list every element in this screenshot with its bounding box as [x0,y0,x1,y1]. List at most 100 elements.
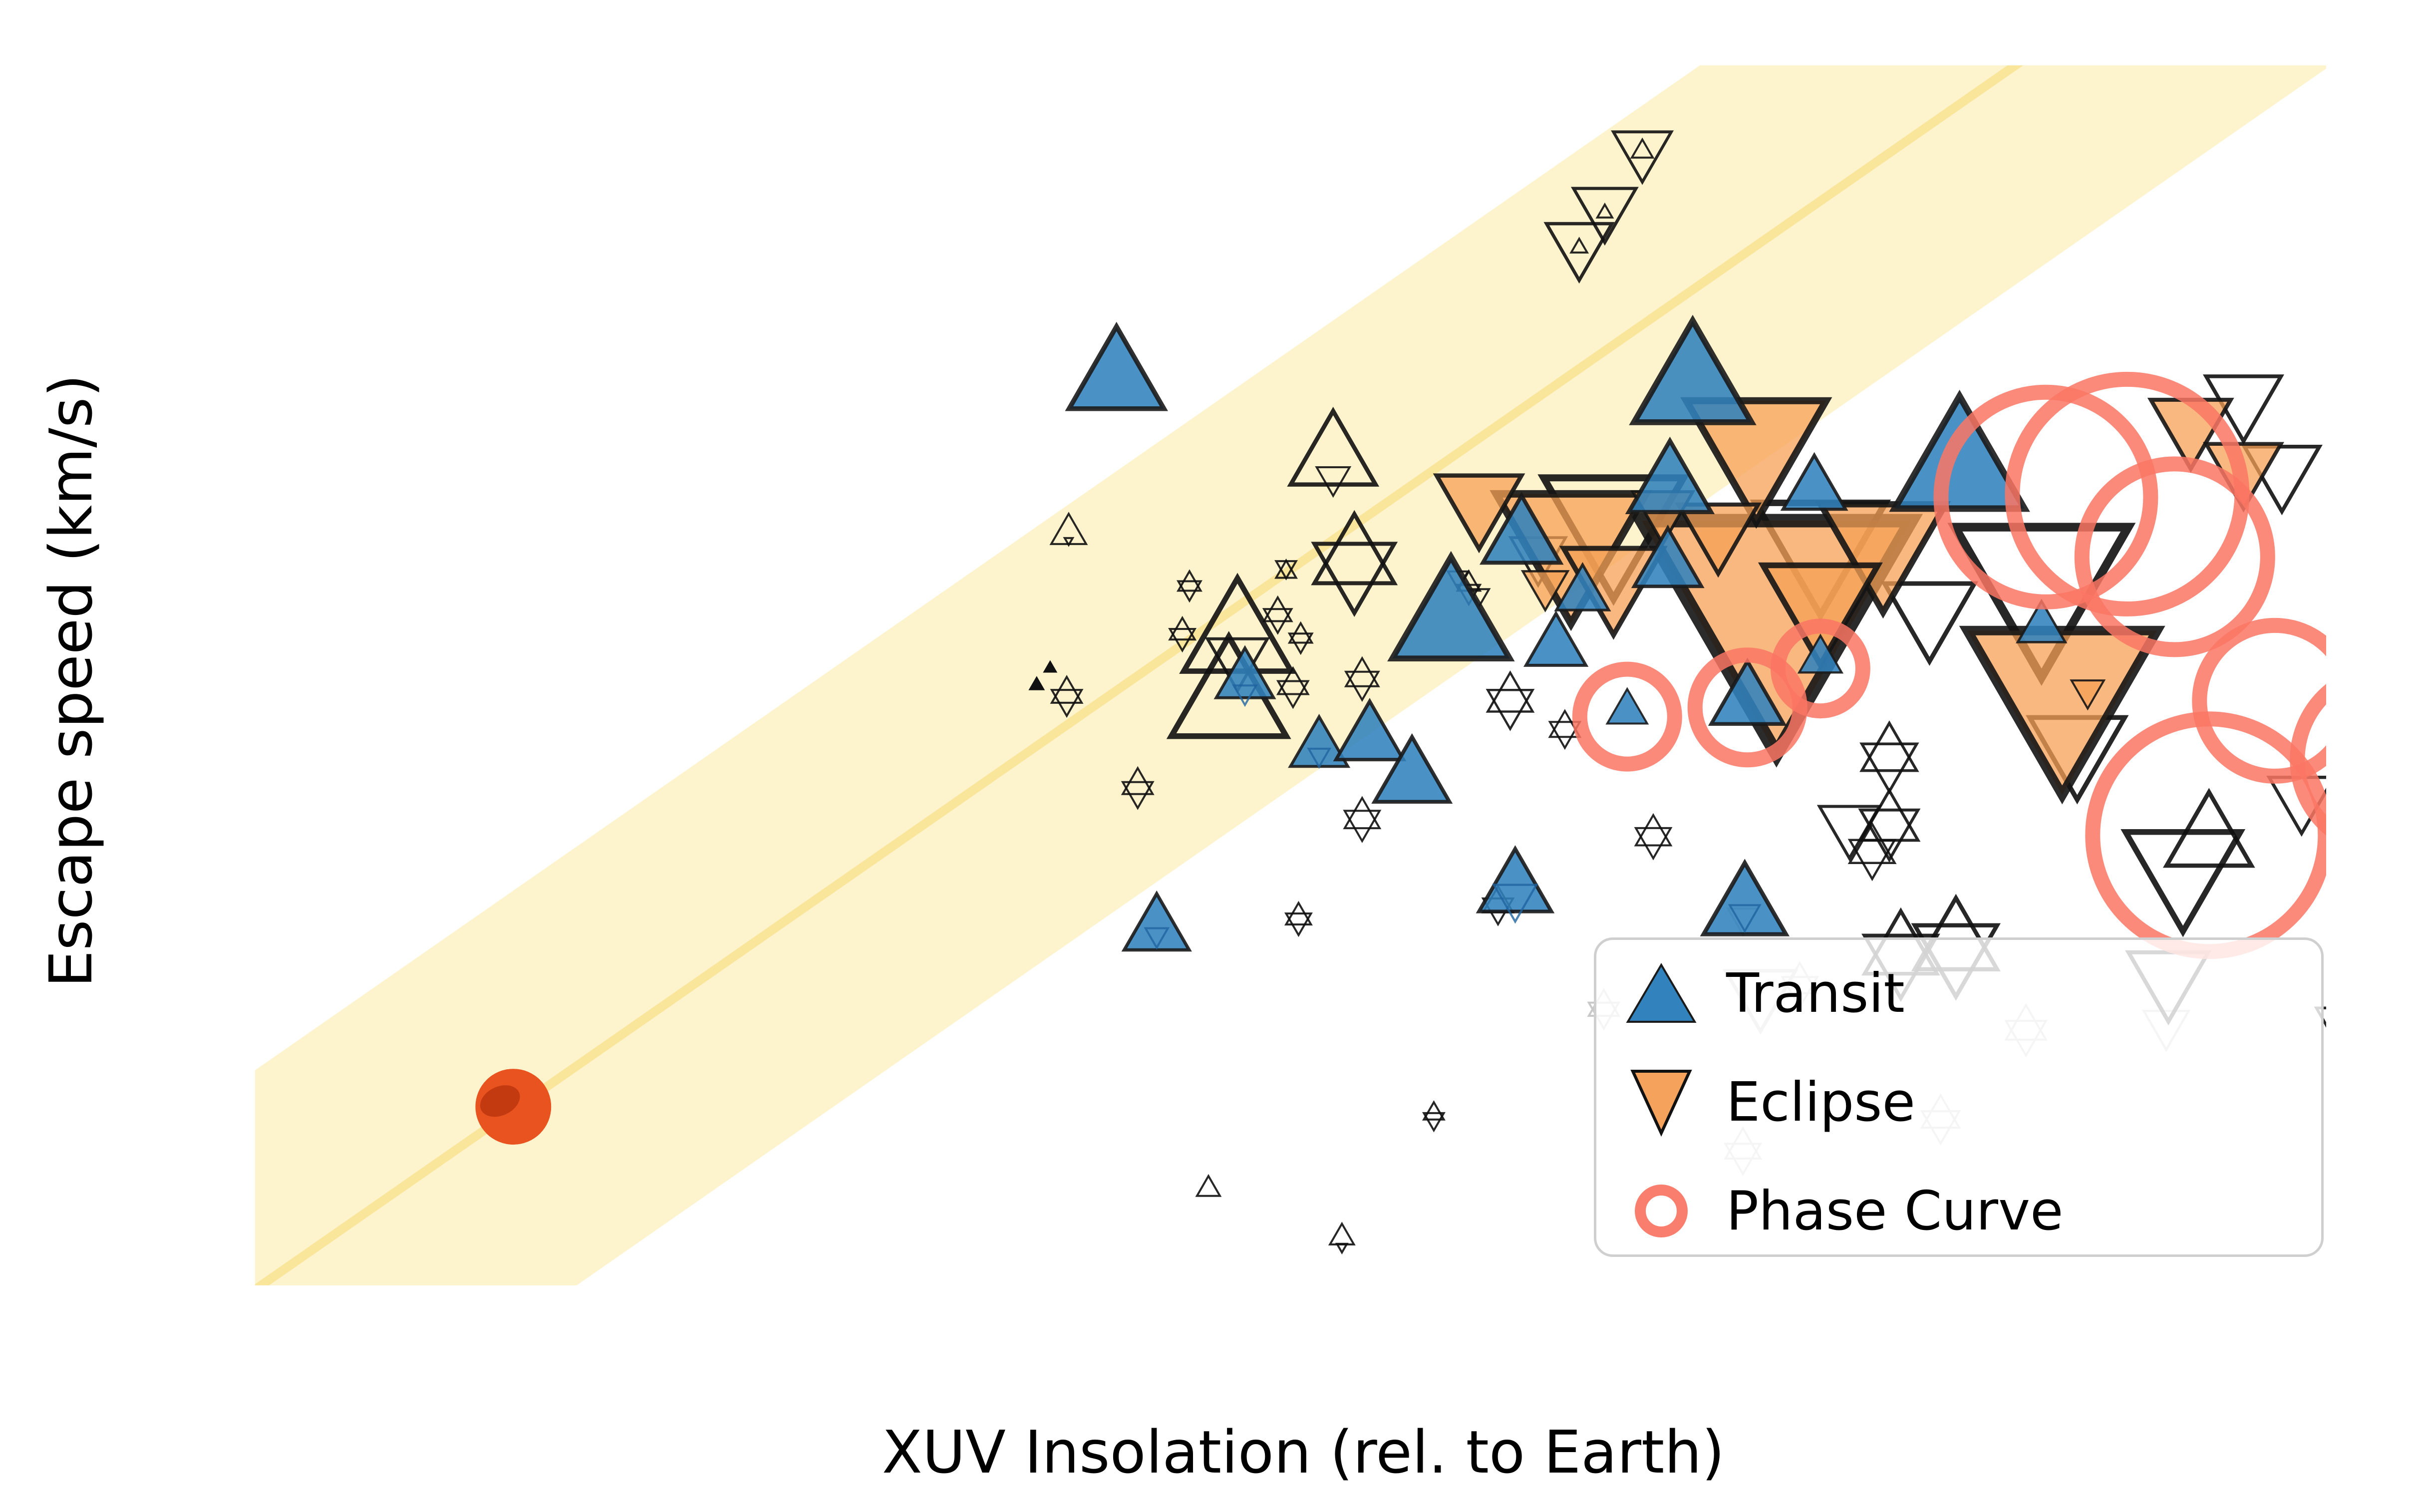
open_down-marker [1063,537,1075,547]
legend-label-phase-curve: Phase Curve [1726,1180,2064,1242]
transit-marker [1333,698,1407,762]
transit-marker [1708,657,1787,726]
open_down-marker [1548,721,1582,750]
open_up-marker [1548,709,1582,738]
phase-curve-marker [2192,617,2326,784]
transit-marker [1797,633,1844,674]
legend-item-transit: Transit [1596,956,2321,1031]
open_down-marker [1284,912,1313,937]
open_up-marker [1343,796,1382,830]
open_down-marker [2241,445,2323,516]
phase-curve-marker [2074,456,2275,657]
open_down-marker [1274,560,1298,581]
transit-marker [2016,599,2068,643]
mars-planet [475,1069,552,1145]
faded_down-marker [2371,958,2416,997]
open_down-marker [1543,222,1615,284]
transit-marker [1371,733,1453,804]
open_down-marker [1816,805,1882,862]
open_down-marker [1276,680,1310,709]
open_up-marker [1858,787,1921,842]
open_up-marker [1847,822,1897,865]
x-axis-label: XUV Insolation (rel. to Earth) [882,1418,1725,1487]
open_down-marker [1050,689,1084,718]
open_down-marker [1634,827,1673,861]
transit-marker [1213,645,1276,699]
open_down-marker [1570,187,1639,246]
transit-marker [1523,610,1589,667]
eclipse-marker [2070,679,2106,711]
open_down-marker [2120,829,2246,937]
open_down-marker [1168,628,1197,653]
shoreline-band [255,65,2326,1285]
series-filled-black [1028,660,1058,690]
legend-item-eclipse: Eclipse [1596,1065,2321,1140]
eclipse-marker [1520,570,1570,612]
transit-marker [1780,452,1848,511]
open_down-marker [1311,542,1398,617]
open_down-marker [1611,130,1674,185]
legend-label-eclipse: Eclipse [1726,1071,1915,1134]
legend: Transit Eclipse Phase Curve [1594,937,2324,1257]
open_down-marker [1847,839,1897,882]
transit-marker [1476,845,1555,913]
legend-label-transit: Transit [1726,962,1905,1025]
legend-item-phase-curve: Phase Curve [1596,1174,2321,1248]
phase-curve-marker-icon [1596,1179,1726,1243]
phase-curve-marker [1770,618,1870,719]
open_down-marker [1287,632,1314,655]
transit-marker [1605,687,1649,725]
phase-curve-marker [1572,661,1682,772]
transit-marker [1700,859,1790,936]
open_down-marker [2314,1006,2326,1028]
transit-marker [1387,551,1515,661]
open_down-marker [1343,810,1382,843]
open_down-marker [1858,808,1921,863]
transit-marker [1554,562,1611,611]
transit_open_down-marker [1144,927,1170,950]
open_down-marker [1422,1112,1446,1133]
open_up-marker [1195,1174,1222,1197]
series-transit-open-down [1144,684,1762,950]
transit-marker [1889,389,2030,512]
eclipse-marker [1433,473,1525,554]
phase-curve-marker [2290,684,2326,836]
open_up-marker [1859,720,1919,772]
open_down-marker [1880,581,1979,666]
transit_open_down-marker [1307,747,1332,769]
eclipse-marker [1680,397,1832,529]
open_down-marker [1344,670,1380,702]
transit-marker [1629,314,1757,425]
phase-curve-marker [2005,371,2250,616]
open_up-marker [1595,202,1614,219]
open_up-marker [1630,137,1655,159]
open_down-marker [1176,580,1203,603]
transit-marker-icon [1596,961,1726,1026]
transit-marker [1625,436,1715,514]
transit-marker [1631,525,1705,589]
y-axis-label: Escape speed (km/s) [36,374,105,988]
series-eclipse [1433,397,2284,805]
open_down-marker [1335,1242,1349,1255]
open_up-marker [1422,1100,1446,1121]
open_up-marker [1634,813,1673,847]
series-transit [1065,314,2068,952]
eclipse-marker [1675,502,1762,578]
transit-marker [1121,890,1192,952]
open_down-marker [1486,689,1535,731]
filled_black-marker [1028,676,1045,690]
transit-marker [1479,492,1564,565]
open_up-marker [1311,510,1398,586]
open_down-marker [1262,608,1293,635]
open_down-marker [2333,678,2403,739]
filled_black-marker [1043,660,1058,673]
transit_open_down-marker [1232,684,1258,707]
eclipse-marker [1815,501,1951,619]
transit_open_down-marker [1492,884,1538,924]
open_up-marker [1287,406,1380,487]
open_down-marker [1859,742,1919,795]
phase-curve-marker [1933,384,2158,609]
open_up-marker [1569,237,1589,254]
